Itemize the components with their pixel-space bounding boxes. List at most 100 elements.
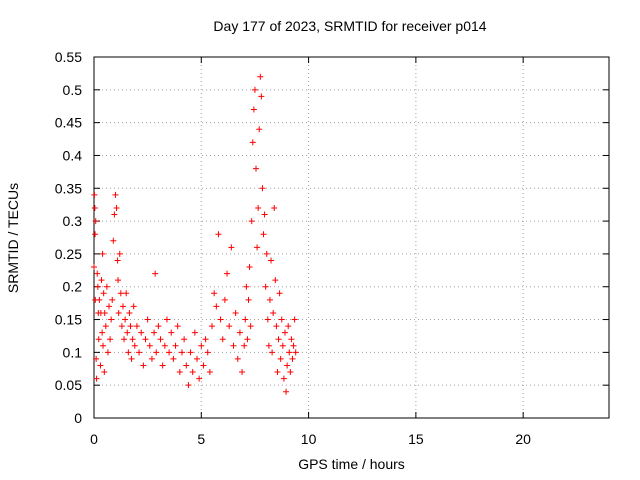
data-point bbox=[152, 270, 159, 277]
x-tick-label: 5 bbox=[197, 431, 205, 447]
data-point bbox=[174, 323, 181, 330]
data-point bbox=[106, 303, 113, 310]
x-tick-label: 10 bbox=[301, 431, 317, 447]
grid-lines bbox=[94, 57, 609, 418]
data-point bbox=[226, 323, 233, 330]
data-point bbox=[159, 362, 166, 369]
data-point bbox=[92, 231, 99, 238]
data-point bbox=[224, 270, 231, 277]
data-point bbox=[253, 165, 260, 172]
data-point bbox=[98, 277, 105, 284]
x-axis-label: GPS time / hours bbox=[298, 456, 405, 472]
data-point bbox=[243, 283, 250, 290]
data-point bbox=[155, 323, 162, 330]
axis-ticks: 0 0.05 0.1 0.15 0.2 0.25 0.3 0.35 0.4 0.45 0.5 0.55… bbox=[55, 49, 609, 447]
data-point bbox=[124, 329, 131, 336]
data-point bbox=[126, 309, 133, 316]
data-point bbox=[121, 336, 128, 343]
data-point bbox=[178, 349, 185, 356]
data-point bbox=[251, 86, 258, 93]
data-point bbox=[239, 369, 246, 376]
data-point bbox=[290, 342, 297, 349]
data-point bbox=[202, 336, 209, 343]
data-point bbox=[248, 218, 255, 225]
data-point bbox=[140, 362, 147, 369]
data-point bbox=[196, 375, 203, 382]
data-point bbox=[157, 336, 164, 343]
data-point bbox=[287, 369, 294, 376]
data-point bbox=[94, 270, 101, 277]
data-point bbox=[215, 231, 222, 238]
data-point bbox=[283, 388, 290, 395]
data-point bbox=[270, 309, 277, 316]
data-point bbox=[257, 73, 264, 80]
data-point bbox=[204, 349, 211, 356]
data-point bbox=[206, 369, 213, 376]
data-point bbox=[198, 342, 205, 349]
data-point bbox=[284, 362, 291, 369]
data-point bbox=[254, 244, 261, 251]
data-point bbox=[144, 316, 151, 323]
data-point bbox=[261, 211, 268, 218]
y-tick-label: 0.2 bbox=[63, 279, 83, 295]
data-point bbox=[221, 296, 228, 303]
data-point bbox=[265, 342, 272, 349]
data-point bbox=[245, 296, 252, 303]
y-tick-label: 0.35 bbox=[55, 180, 82, 196]
data-point bbox=[123, 290, 130, 297]
data-point bbox=[255, 204, 262, 211]
data-point bbox=[96, 296, 103, 303]
data-point bbox=[118, 323, 125, 330]
y-tick-label: 0.5 bbox=[63, 82, 83, 98]
data-point bbox=[278, 316, 285, 323]
data-point bbox=[129, 336, 136, 343]
y-tick-label: 0.1 bbox=[63, 344, 83, 360]
data-point bbox=[213, 303, 220, 310]
data-point bbox=[269, 349, 276, 356]
data-point bbox=[247, 323, 254, 330]
data-point bbox=[142, 336, 149, 343]
data-point bbox=[292, 349, 299, 356]
data-point bbox=[115, 277, 122, 284]
data-point bbox=[234, 355, 241, 362]
data-point bbox=[119, 303, 126, 310]
x-tick-label: 20 bbox=[515, 431, 531, 447]
data-point bbox=[289, 355, 296, 362]
y-tick-label: 0.45 bbox=[55, 115, 82, 131]
data-point bbox=[268, 257, 275, 264]
data-point bbox=[99, 250, 106, 257]
data-point bbox=[93, 375, 100, 382]
data-point bbox=[244, 336, 251, 343]
data-point bbox=[115, 309, 122, 316]
x-tick-label: 0 bbox=[90, 431, 98, 447]
data-point bbox=[172, 342, 179, 349]
data-point bbox=[170, 355, 177, 362]
y-tick-label: 0.25 bbox=[55, 246, 82, 262]
data-point bbox=[277, 355, 284, 362]
data-point bbox=[108, 316, 115, 323]
data-point bbox=[127, 323, 134, 330]
data-point bbox=[107, 336, 114, 343]
data-point bbox=[102, 323, 109, 330]
data-point bbox=[242, 316, 249, 323]
y-tick-label: 0 bbox=[74, 410, 82, 426]
data-point bbox=[151, 329, 158, 336]
y-tick-label: 0.4 bbox=[63, 147, 83, 163]
data-point bbox=[125, 349, 132, 356]
data-point bbox=[99, 329, 106, 336]
data-point bbox=[280, 375, 287, 382]
data-point bbox=[228, 244, 235, 251]
data-point bbox=[166, 349, 173, 356]
y-axis-label: SRMTID / TECUs bbox=[5, 182, 21, 294]
data-points bbox=[91, 73, 299, 395]
plot-frame bbox=[93, 56, 610, 419]
data-point bbox=[279, 342, 286, 349]
data-point bbox=[181, 336, 188, 343]
data-point bbox=[275, 336, 282, 343]
data-point bbox=[219, 336, 226, 343]
data-point bbox=[161, 342, 168, 349]
data-point bbox=[194, 355, 200, 362]
data-point bbox=[92, 218, 99, 225]
data-point bbox=[131, 342, 138, 349]
